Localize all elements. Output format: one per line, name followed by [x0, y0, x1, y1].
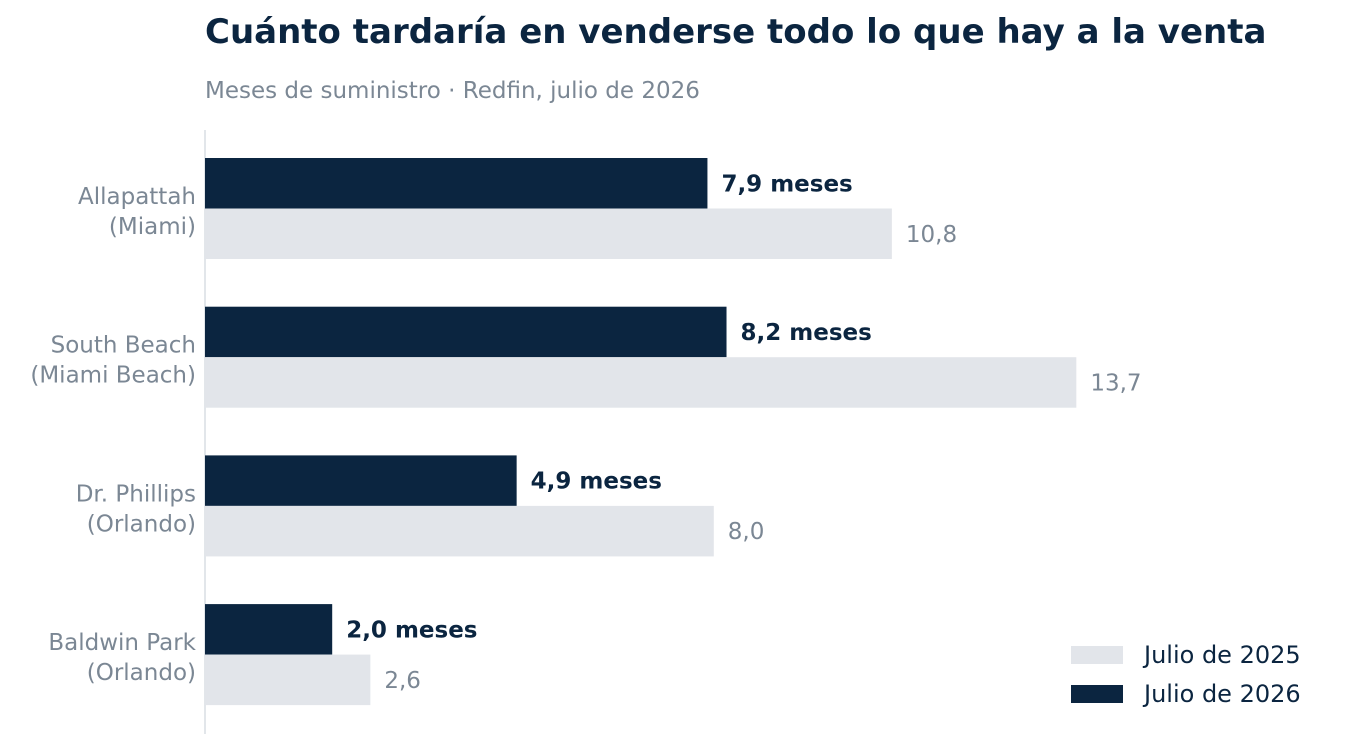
legend: Julio de 2025 Julio de 2026	[1071, 641, 1301, 708]
bar-julio-2025	[205, 505, 714, 557]
category-label: Dr. Phillips	[76, 481, 196, 507]
chart-title: Cuánto tardaría en venderse todo lo que …	[205, 12, 1267, 52]
category-label: Baldwin Park	[48, 630, 196, 656]
bar-julio-2026	[205, 306, 727, 358]
category-label: Allapattah	[78, 184, 196, 210]
data-label-2026: 7,9 meses	[721, 171, 852, 197]
legend-swatch	[1071, 646, 1123, 664]
legend-swatch	[1071, 685, 1123, 703]
data-label-2025: 13,7	[1090, 370, 1141, 396]
data-label-2025: 10,8	[906, 222, 957, 248]
bar-julio-2026	[205, 158, 708, 209]
data-label-2026: 2,0 meses	[346, 617, 477, 643]
category-label: (Orlando)	[87, 511, 196, 537]
category-label: South Beach	[51, 333, 196, 359]
legend-label: Julio de 2025	[1142, 641, 1301, 669]
bar-julio-2025	[205, 357, 1077, 408]
category-labels: Allapattah (Miami) South Beach (Miami Beach…	[30, 184, 196, 686]
bar-julio-2025	[205, 654, 371, 706]
bars	[205, 158, 1077, 706]
data-label-2026: 4,9 meses	[531, 469, 662, 495]
chart-subtitle: Meses de suministro · Redfin, julio de 2…	[205, 78, 700, 104]
category-label: (Miami Beach)	[30, 363, 196, 389]
legend-label: Julio de 2026	[1142, 680, 1301, 708]
bar-julio-2026	[205, 455, 517, 506]
bar-julio-2026	[205, 604, 333, 655]
bar-julio-2025	[205, 208, 892, 259]
category-label: (Miami)	[109, 214, 196, 240]
bar-value-labels: 7,9 meses 10,8 8,2 meses 13,7 4,9 meses 8,0 2,…	[346, 171, 1141, 694]
data-label-2025: 8,0	[728, 519, 765, 545]
data-label-2025: 2,6	[384, 668, 421, 694]
data-label-2026: 8,2 meses	[741, 320, 872, 346]
category-label: (Orlando)	[87, 660, 196, 686]
